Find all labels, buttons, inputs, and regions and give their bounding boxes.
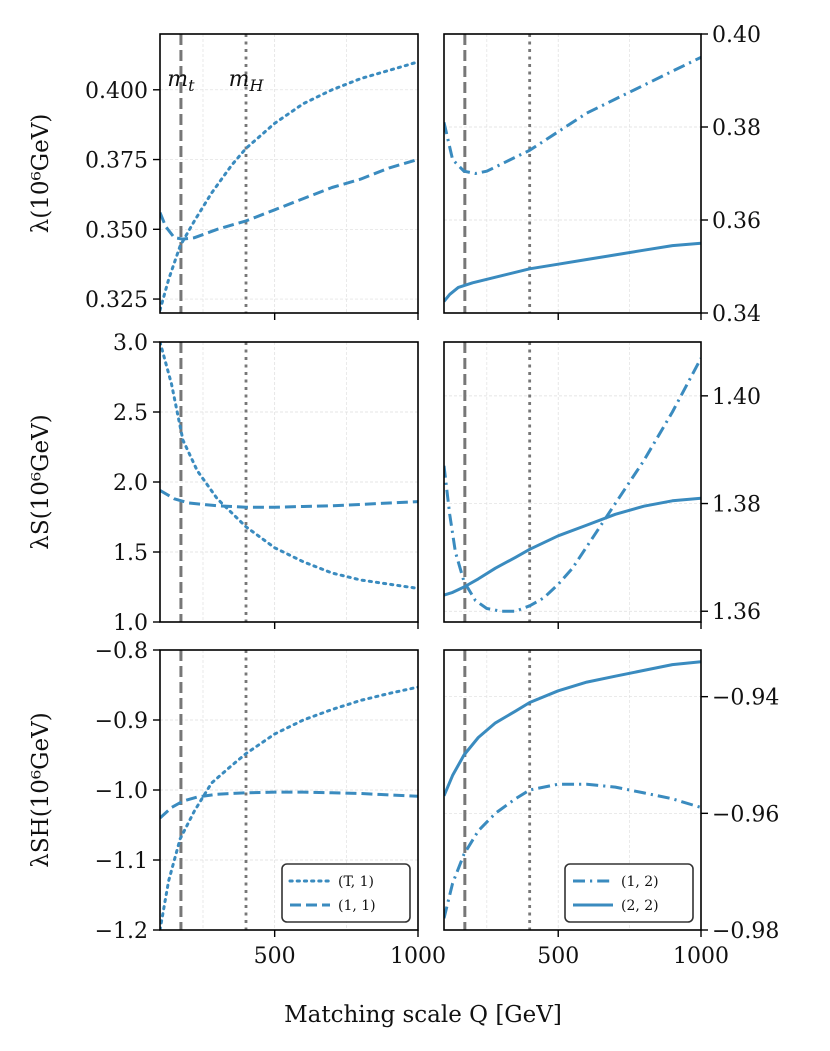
panel-r2-left: 500 1000 −1.2 −1.1 −1.0 −0.9 −0.8: [95, 639, 446, 969]
y-tick-label: 0.36: [712, 209, 761, 234]
y-tick-label: −1.0: [95, 779, 148, 804]
series-line-11-r1: [160, 489, 418, 509]
series-line-22-r0: [444, 241, 701, 303]
y-tick-label: 0.40: [712, 23, 761, 48]
y-tick-label: −0.8: [95, 639, 148, 664]
legend-label: (1, 1): [338, 898, 376, 914]
series-line-12-r2: [444, 782, 701, 919]
axes-frame: [443, 341, 702, 623]
y-tick-label: −0.98: [712, 919, 779, 944]
y-tick-label: 0.325: [85, 288, 148, 313]
y-tick-label: −1.2: [95, 919, 148, 944]
legend-box: [564, 863, 694, 923]
axes-frame: [443, 33, 702, 314]
y-axis-label-r2: λSH(10⁶GeV): [28, 712, 54, 867]
series-line-12-r1: [444, 357, 701, 613]
legend-left: (T, 1) (1, 1): [281, 863, 411, 923]
y-axis-label-r0: λ(10⁶GeV): [28, 114, 54, 234]
series-line-22-r2: [444, 660, 701, 797]
panels-layer: 0.325 0.350 0.375 0.400 mt mH 0.34 0.36 0.38 0.40…: [28, 23, 779, 969]
x-tick-label: 1000: [390, 944, 446, 969]
y-tick-label: 1.36: [712, 600, 761, 625]
x-tick-label: 500: [254, 944, 296, 969]
y-tick-label: 0.400: [85, 79, 148, 104]
y-tick-label: 0.34: [712, 302, 761, 327]
y-tick-label: 1.40: [712, 385, 761, 410]
series-line-T1-r0: [160, 60, 418, 312]
panel-r0-right: 0.34 0.36 0.38 0.40: [443, 23, 761, 327]
series-line-T1-r1: [160, 342, 418, 590]
panel-r1-left: 1.0 1.5 2.0 2.5 3.0: [113, 331, 419, 636]
panel-r2-right: 500 1000−0.98 −0.96 −0.94: [443, 649, 779, 969]
y-tick-label: 1.5: [113, 541, 148, 566]
legend-right: (1, 2) (2, 2): [564, 863, 694, 923]
y-tick-label: −0.96: [712, 802, 779, 827]
axes-frame: [159, 341, 419, 623]
x-tick-label: 1000: [673, 944, 729, 969]
y-tick-label: 0.38: [712, 116, 761, 141]
x-tick-label: 500: [537, 944, 579, 969]
series-line-11-r0: [160, 158, 418, 241]
axes-frame: [443, 649, 702, 931]
series-line-22-r1: [444, 496, 701, 597]
x-axis-label: Matching scale Q [GeV]: [284, 1002, 562, 1028]
ref-label-m_H: mH: [229, 67, 265, 95]
y-tick-label: −0.94: [712, 686, 779, 711]
y-tick-label: 0.350: [85, 218, 148, 243]
series-line-12-r0: [444, 55, 701, 175]
series-line-T1-r2: [160, 685, 418, 930]
legend-label: (T, 1): [338, 874, 374, 890]
series-line-11-r2: [160, 790, 418, 820]
y-tick-label: 2.0: [113, 471, 148, 496]
ref-label-m_t: mt: [167, 67, 195, 95]
legend-box: [281, 863, 411, 923]
legend-label: (1, 2): [621, 874, 659, 890]
y-tick-label: 1.38: [712, 493, 761, 518]
y-tick-label: 1.0: [113, 611, 148, 636]
y-tick-label: −0.9: [95, 709, 148, 734]
panel-r1-right: 1.36 1.38 1.40: [443, 341, 761, 629]
legend-label: (2, 2): [621, 898, 659, 914]
axes-frame: [159, 33, 419, 314]
y-tick-label: −1.1: [95, 849, 148, 874]
y-tick-label: 3.0: [113, 331, 148, 356]
y-tick-label: 0.375: [85, 149, 148, 174]
y-axis-label-r1: λS(10⁶GeV): [28, 414, 54, 549]
panel-r0-left: 0.325 0.350 0.375 0.400 mt mH: [85, 33, 419, 320]
y-tick-label: 2.5: [113, 401, 148, 426]
